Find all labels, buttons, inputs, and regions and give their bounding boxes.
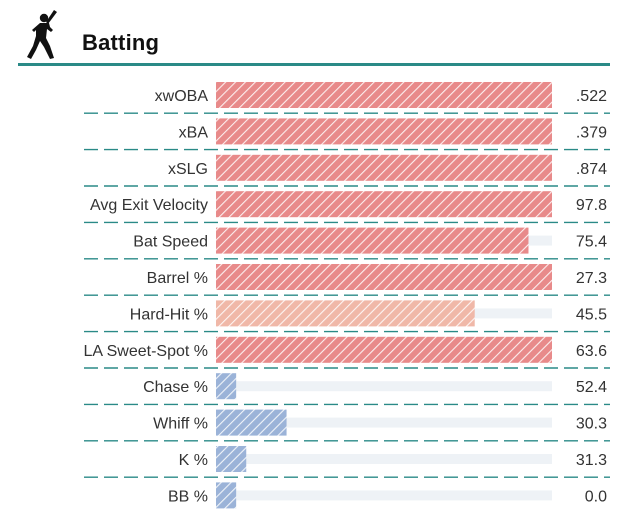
- metric-label: Chase %: [143, 379, 208, 396]
- metric-row: Avg Exit Velocity 97.8: [84, 191, 610, 224]
- metric-row: Bat Speed 75.4: [84, 227, 610, 260]
- metric-label: LA Sweet-Spot %: [83, 343, 208, 360]
- percentile-bar: [216, 118, 552, 145]
- bar-track: [216, 381, 552, 392]
- percentile-bar: [216, 336, 552, 363]
- metric-row: K % 31.3: [84, 446, 610, 478]
- percentile-bar: [216, 264, 552, 290]
- percentile-bar: [216, 373, 237, 400]
- bar-track: [216, 417, 552, 428]
- percentile-bar: [216, 191, 552, 218]
- percentile-bar: [216, 300, 475, 327]
- metric-label: Barrel %: [147, 270, 208, 287]
- section-header: Batting: [18, 4, 610, 68]
- percentile-bar: [216, 154, 552, 181]
- metric-value: 63.6: [576, 343, 607, 360]
- metric-row: Hard-Hit % 45.5: [84, 300, 610, 333]
- bar-track: [216, 490, 552, 501]
- percentile-bar: [216, 446, 247, 472]
- metric-row: xBA .379: [84, 118, 610, 151]
- metric-row: Barrel % 27.3: [84, 264, 610, 296]
- metric-row: LA Sweet-Spot % 63.6: [83, 336, 610, 369]
- metric-value: 52.4: [576, 379, 607, 396]
- bar-track: [216, 454, 552, 464]
- metric-value: 75.4: [576, 234, 607, 251]
- percentile-bar: [216, 227, 529, 254]
- batter-silhouette-icon: [27, 10, 57, 59]
- metric-row: BB % 0.0: [168, 482, 607, 509]
- metric-label: K %: [179, 452, 208, 469]
- metric-row: Whiff % 30.3: [84, 409, 610, 442]
- metric-value: 27.3: [576, 270, 607, 287]
- metric-label: Whiff %: [153, 416, 208, 433]
- metric-value: 97.8: [576, 197, 607, 214]
- metric-value: 0.0: [585, 488, 607, 505]
- metric-value: 31.3: [576, 452, 607, 469]
- header-rule: [18, 63, 610, 66]
- metric-row: Chase % 52.4: [84, 373, 610, 406]
- metric-label: xSLG: [168, 161, 208, 178]
- metric-label: xwOBA: [155, 88, 209, 105]
- section-title: Batting: [82, 30, 160, 55]
- metric-label: Bat Speed: [133, 234, 208, 251]
- metric-label: xBA: [179, 124, 209, 141]
- metric-row: xwOBA .522: [84, 82, 610, 114]
- metric-row: xSLG .874: [84, 154, 610, 187]
- metric-value: 45.5: [576, 306, 607, 323]
- metric-value: 30.3: [576, 416, 607, 433]
- metric-label: BB %: [168, 488, 208, 505]
- percentile-bar: [216, 482, 237, 509]
- metric-value: .874: [576, 161, 607, 178]
- metric-value: .522: [576, 88, 607, 105]
- metric-label: Avg Exit Velocity: [90, 197, 208, 214]
- metric-value: .379: [576, 124, 607, 141]
- percentile-bar: [216, 409, 287, 436]
- percentile-bar: [216, 82, 552, 108]
- metric-label: Hard-Hit %: [130, 306, 208, 323]
